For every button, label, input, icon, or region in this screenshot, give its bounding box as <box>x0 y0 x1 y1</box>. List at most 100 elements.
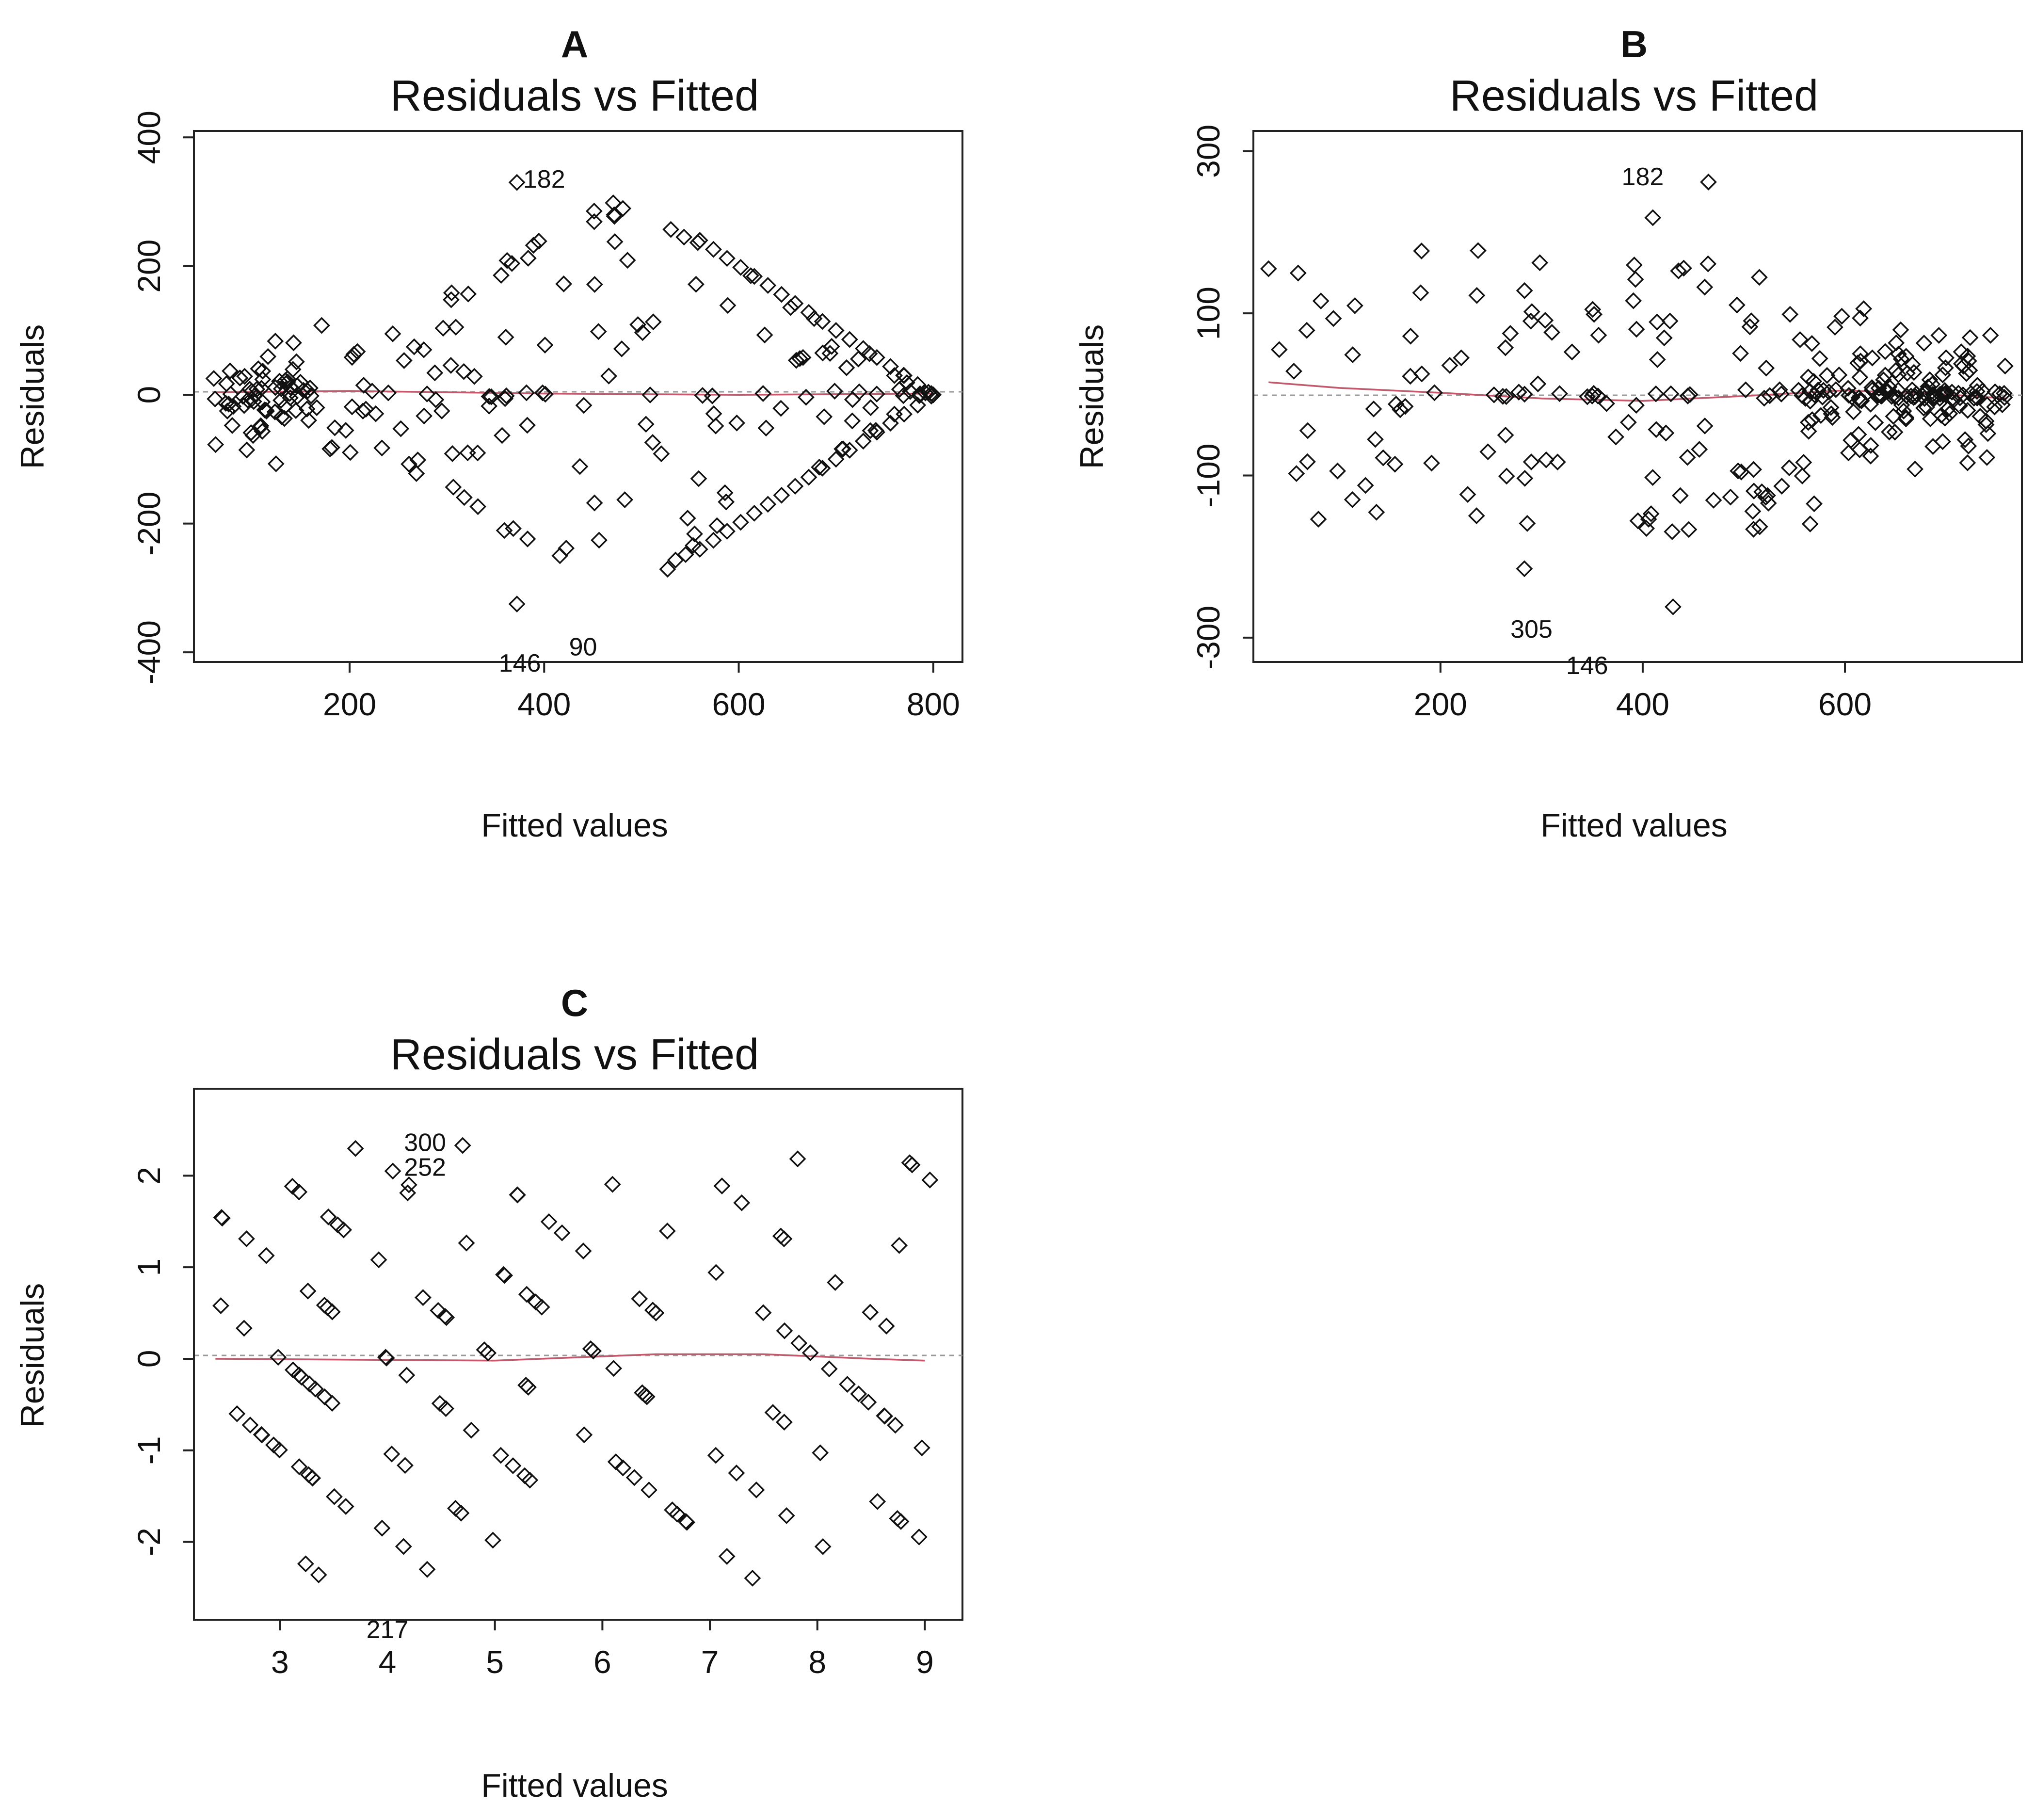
panel-c-point <box>631 1290 648 1307</box>
panel-b-y-tick-label: 100 <box>1190 287 1226 340</box>
panel-b-point <box>1329 462 1346 480</box>
panel-b-title: Residuals vs Fitted <box>1450 72 1818 120</box>
panel-b-point <box>1853 392 1870 409</box>
panel-a-point <box>754 385 772 402</box>
panel-b-point <box>1885 408 1902 425</box>
panel-a-point <box>909 376 927 393</box>
panel-a-point <box>481 388 498 405</box>
panel-a-point <box>641 387 659 403</box>
panel-b-point <box>1387 395 1405 413</box>
panel-b-point <box>1675 259 1692 277</box>
panel-c-point <box>604 1176 621 1193</box>
panel-b-point <box>1827 319 1843 336</box>
panel-b-point <box>1681 386 1699 403</box>
panel-c-point <box>265 1436 282 1454</box>
panel-b-outlier-labels: 182 305 146 <box>1510 163 1664 680</box>
panel-b-point <box>1959 454 1976 471</box>
panel-b-point <box>1497 339 1514 356</box>
panel-b-point <box>1661 312 1679 330</box>
panel-c-point <box>553 1224 571 1241</box>
panel-c-point <box>713 1177 731 1194</box>
panel-a-point <box>719 250 736 267</box>
panel-b-point <box>1745 461 1762 478</box>
panel-c-x-tick-label: 3 <box>271 1644 289 1680</box>
panel-b-point <box>1892 321 1909 338</box>
panel-b-point <box>1628 321 1645 338</box>
panel-a-point <box>854 340 872 357</box>
panel-c-point <box>518 1286 535 1303</box>
panel-c-point <box>576 1426 593 1444</box>
panel-b-point <box>1924 438 1941 455</box>
panel-b-point <box>1991 385 2008 403</box>
panel-b-point <box>1644 469 1661 486</box>
panel-b-point <box>1814 388 1831 406</box>
panel-a-point <box>465 368 483 385</box>
panel-b-point <box>1918 399 1936 416</box>
panel-b-point <box>1691 441 1708 458</box>
panel-b-point <box>1325 310 1342 327</box>
panel-a-point <box>282 379 299 396</box>
panel-a-point <box>308 399 325 417</box>
panel-c-point <box>625 1469 643 1486</box>
panel-a-point <box>708 517 726 534</box>
panel-b-point <box>1619 414 1637 431</box>
panel-b-point <box>1759 487 1776 504</box>
panel-b-point <box>1579 388 1596 405</box>
panel-a-point <box>433 403 450 419</box>
panel-b-point <box>1773 386 1790 403</box>
panel-a-point <box>442 357 460 374</box>
panel-b-point <box>1700 173 1717 191</box>
panel-c-point <box>383 1445 401 1463</box>
panel-c-point <box>775 1230 793 1247</box>
panel-a-y-tick-label: -400 <box>131 620 167 684</box>
panel-a-point <box>443 284 460 302</box>
panel-a-point <box>481 397 498 415</box>
panel-b-point <box>1978 449 1996 466</box>
panel-b-point <box>1516 386 1533 403</box>
panel-a-point <box>691 232 708 249</box>
panel-a: A Residuals vs Fitted 200 400 600 800 -400-… <box>14 23 963 844</box>
panel-c-point <box>644 1302 661 1319</box>
panel-c-title: Residuals vs Fitted <box>390 1031 759 1079</box>
panel-c-point <box>677 1513 694 1530</box>
panel-b-point <box>1781 306 1799 323</box>
panel-b-point <box>1890 366 1907 384</box>
panel-c-point <box>876 1407 893 1424</box>
panel-a-x-ticks: 200 400 600 800 <box>323 662 960 722</box>
panel-b-y-tick-label: -100 <box>1190 443 1226 507</box>
panel-c-point <box>862 1304 879 1321</box>
panel-c-point <box>337 1498 354 1515</box>
panel-a-point <box>861 345 878 362</box>
panel-c-point <box>492 1447 510 1464</box>
panel-c-point <box>310 1566 327 1583</box>
panel-c-x-tick-label: 4 <box>379 1644 397 1680</box>
panel-b-point <box>1840 387 1858 404</box>
panel-a-point <box>341 444 359 461</box>
panel-a-point <box>850 383 868 401</box>
panel-a-point <box>586 276 603 293</box>
panel-b-point <box>1811 350 1828 367</box>
panel-b-point <box>1696 417 1714 435</box>
panel-a-x-tick-label: 600 <box>712 686 765 722</box>
panel-b-point <box>1584 301 1602 318</box>
panel-c-point <box>484 1531 501 1549</box>
panel-a-point <box>773 286 790 303</box>
panel-c-point <box>850 1385 867 1402</box>
panel-b-point <box>1312 292 1330 310</box>
panel-b-point <box>1402 368 1419 385</box>
panel-b-point <box>1849 354 1866 371</box>
panel-c-point <box>860 1394 877 1411</box>
panel-c-point <box>707 1447 724 1464</box>
panel-b-point <box>1812 407 1829 424</box>
panel-b-point <box>1625 292 1642 309</box>
panel-b-point <box>1843 432 1859 449</box>
panel-a-y-tick-label: 200 <box>131 240 167 293</box>
panel-b-point <box>1516 469 1534 487</box>
panel-b-point <box>1344 346 1362 364</box>
panel-b-point <box>1519 515 1536 532</box>
panel-a-point <box>238 441 256 459</box>
panel-a-point <box>659 561 676 578</box>
panel-b-point <box>1365 400 1382 418</box>
panel-b-point <box>1930 327 1948 344</box>
panel-b-point <box>1289 264 1307 282</box>
